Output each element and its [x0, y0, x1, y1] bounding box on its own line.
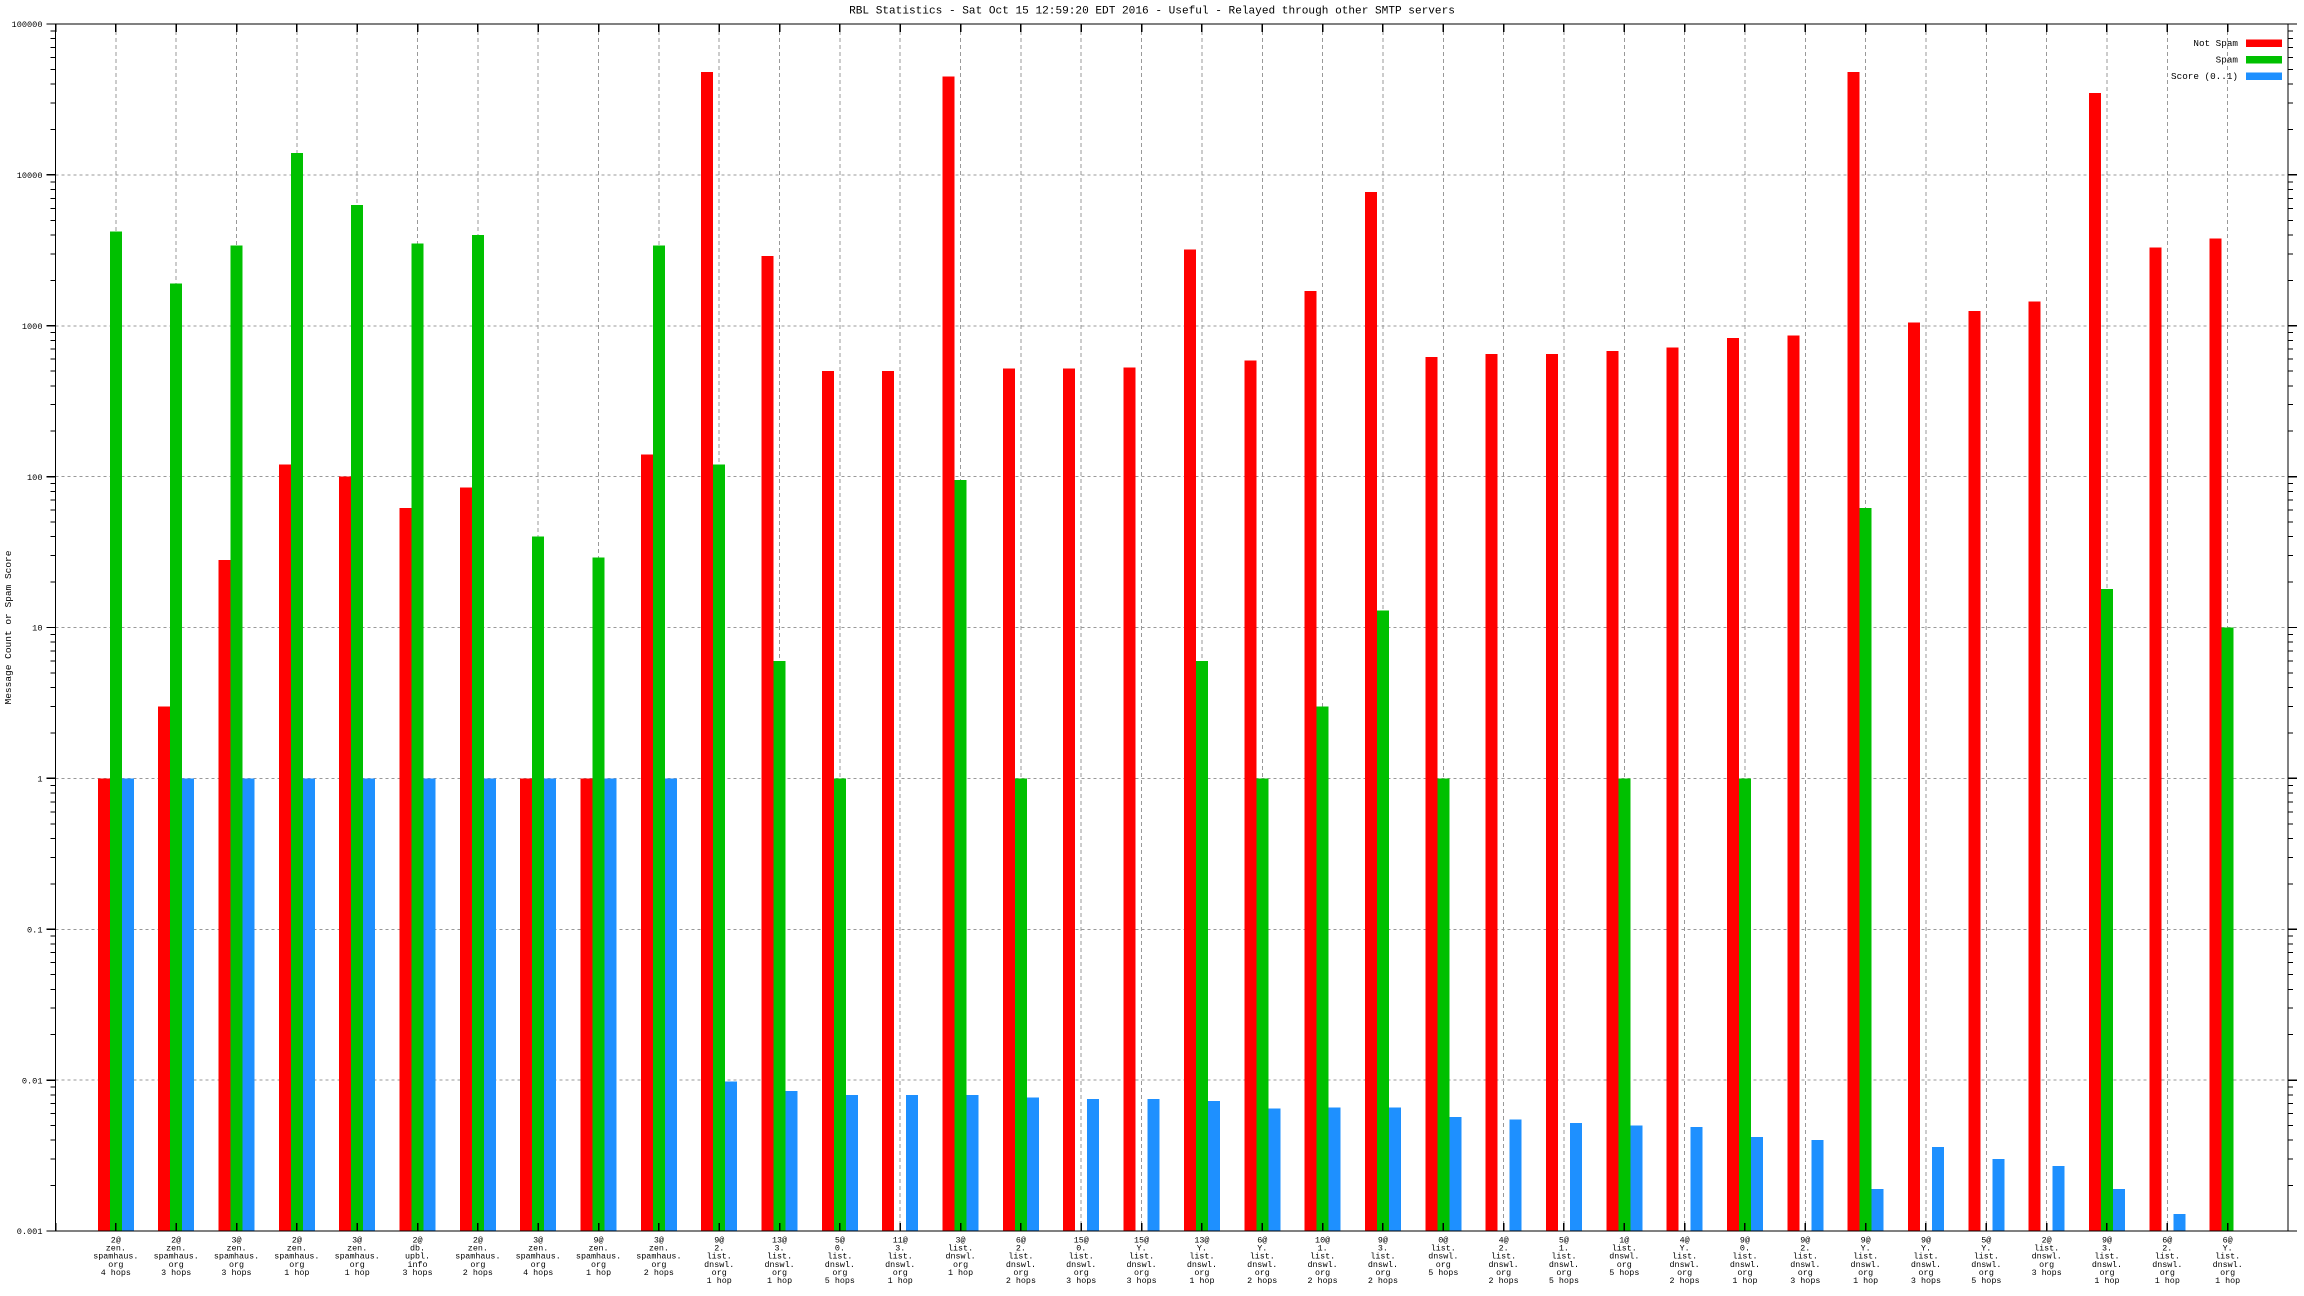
svg-text:1 hop: 1 hop — [948, 1268, 973, 1278]
svg-text:100000: 100000 — [12, 20, 43, 30]
svg-text:5 hops: 5 hops — [1971, 1276, 2001, 1286]
svg-text:Message Count or Spam Score: Message Count or Spam Score — [3, 550, 14, 704]
svg-text:3 hops: 3 hops — [1911, 1276, 1941, 1286]
svg-text:1 hop: 1 hop — [345, 1268, 370, 1278]
svg-text:1 hop: 1 hop — [1732, 1276, 1757, 1286]
svg-text:4 hops: 4 hops — [101, 1268, 131, 1278]
svg-text:10: 10 — [32, 624, 42, 634]
svg-text:1 hop: 1 hop — [707, 1276, 732, 1286]
svg-text:10000: 10000 — [17, 171, 43, 181]
svg-text:5 hops: 5 hops — [1428, 1268, 1458, 1278]
svg-text:2 hops: 2 hops — [644, 1268, 674, 1278]
svg-text:3 hops: 3 hops — [1127, 1276, 1157, 1286]
svg-text:2 hops: 2 hops — [1368, 1276, 1398, 1286]
svg-text:3 hops: 3 hops — [221, 1268, 251, 1278]
svg-text:1 hop: 1 hop — [586, 1268, 611, 1278]
svg-text:2 hops: 2 hops — [1308, 1276, 1338, 1286]
svg-text:0.01: 0.01 — [22, 1076, 43, 1086]
svg-text:1 hop: 1 hop — [284, 1268, 309, 1278]
svg-text:5 hops: 5 hops — [1609, 1268, 1639, 1278]
svg-text:1 hop: 1 hop — [2215, 1276, 2240, 1286]
svg-text:1 hop: 1 hop — [888, 1276, 913, 1286]
svg-text:1 hop: 1 hop — [2155, 1276, 2180, 1286]
svg-text:2 hops: 2 hops — [1670, 1276, 1700, 1286]
svg-text:3 hops: 3 hops — [161, 1268, 191, 1278]
svg-text:2 hops: 2 hops — [463, 1268, 493, 1278]
svg-text:Score (0..1): Score (0..1) — [2171, 71, 2238, 82]
svg-text:0.001: 0.001 — [17, 1227, 43, 1237]
svg-text:1 hop: 1 hop — [1853, 1276, 1878, 1286]
svg-text:100: 100 — [27, 473, 42, 483]
svg-text:5 hops: 5 hops — [1549, 1276, 1579, 1286]
svg-text:1 hop: 1 hop — [1189, 1276, 1214, 1286]
svg-text:RBL Statistics - Sat Oct 15 12: RBL Statistics - Sat Oct 15 12:59:20 EDT… — [849, 6, 1455, 18]
svg-text:3 hops: 3 hops — [402, 1268, 432, 1278]
svg-text:Spam: Spam — [2216, 55, 2239, 66]
svg-text:3 hops: 3 hops — [1790, 1276, 1820, 1286]
svg-text:1 hop: 1 hop — [2094, 1276, 2119, 1286]
svg-text:2 hops: 2 hops — [1489, 1276, 1519, 1286]
svg-text:Not Spam: Not Spam — [2193, 38, 2238, 49]
svg-text:4 hops: 4 hops — [523, 1268, 553, 1278]
svg-text:1: 1 — [37, 775, 42, 785]
svg-text:3 hops: 3 hops — [2032, 1268, 2062, 1278]
svg-text:1 hop: 1 hop — [767, 1276, 792, 1286]
svg-text:2 hops: 2 hops — [1247, 1276, 1277, 1286]
svg-text:2 hops: 2 hops — [1006, 1276, 1036, 1286]
svg-text:5 hops: 5 hops — [825, 1276, 855, 1286]
svg-text:1000: 1000 — [22, 322, 43, 332]
svg-text:3 hops: 3 hops — [1066, 1276, 1096, 1286]
svg-text:0.1: 0.1 — [27, 925, 42, 935]
